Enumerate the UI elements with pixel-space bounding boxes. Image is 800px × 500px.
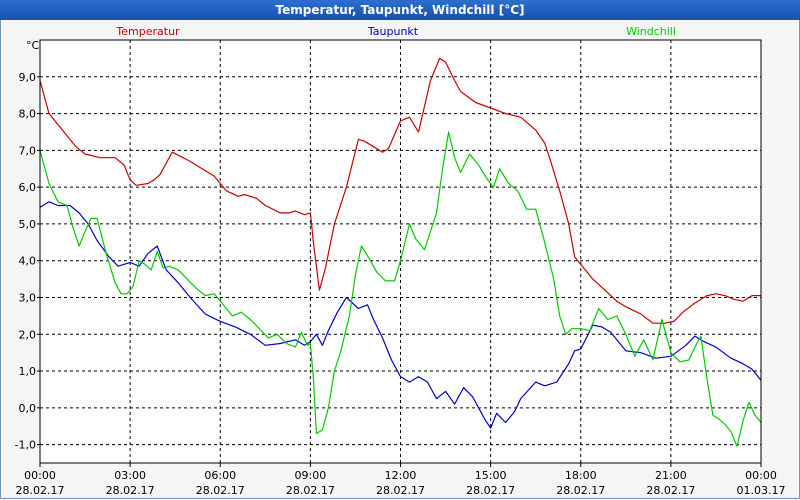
x-tick-date: 28.02.17 [646, 484, 695, 497]
series-line-taupunkt [39, 201, 762, 429]
x-tick-date: 28.02.17 [556, 484, 605, 497]
x-tick-time: 03:00 [114, 469, 146, 482]
legend: Temperatur Taupunkt Windchill [115, 25, 676, 38]
legend-entry-taupunkt: Taupunkt [367, 25, 419, 38]
x-tick-time: 00:00 [745, 469, 777, 482]
x-tick-time: 09:00 [295, 469, 327, 482]
x-axis-labels: 00:00 28.02.17 03:00 28.02.17 06:00 28.02.17 0… [16, 463, 786, 497]
y-axis-unit: °C [26, 39, 40, 52]
grid-lines [40, 40, 761, 463]
y-tick-label: 6,0 [19, 181, 37, 194]
y-tick-label: 1,0 [19, 365, 37, 378]
legend-entry-windchill: Windchill [626, 25, 676, 38]
x-tick-time: 21:00 [655, 469, 687, 482]
y-tick-label: -1,0 [15, 439, 36, 452]
x-tick-date: 28.02.17 [286, 484, 335, 497]
x-tick-time: 12:00 [385, 469, 417, 482]
series-line-windchill [39, 131, 762, 447]
y-tick-label: 2,0 [19, 328, 37, 341]
x-tick-date: 28.02.17 [466, 484, 515, 497]
legend-entry-temperatur: Temperatur [115, 25, 180, 38]
chart-title: Temperatur, Taupunkt, Windchill [°C] [0, 0, 800, 20]
y-tick-label: 7,0 [19, 144, 37, 157]
y-tick-label: 9,0 [19, 71, 37, 84]
x-tick-time: 18:00 [565, 469, 597, 482]
y-tick-label: 8,0 [19, 108, 37, 121]
y-tick-label: 0,0 [19, 402, 37, 415]
x-tick-date: 28.02.17 [106, 484, 155, 497]
x-tick-date: 01.03.17 [737, 484, 786, 497]
x-tick-time: 06:00 [204, 469, 236, 482]
x-tick-date: 28.02.17 [376, 484, 425, 497]
y-tick-label: 5,0 [19, 218, 37, 231]
y-axis-labels: -1,0 0,0 1,0 2,0 3,0 4,0 5,0 6,0 7,0 8,0 9,0 [15, 71, 40, 452]
y-tick-label: 3,0 [19, 291, 37, 304]
series-lines [39, 57, 762, 447]
x-tick-time: 15:00 [475, 469, 507, 482]
x-tick-date: 28.02.17 [16, 484, 65, 497]
x-tick-time: 00:00 [24, 469, 56, 482]
x-tick-date: 28.02.17 [196, 484, 245, 497]
series-line-temperatur [39, 57, 761, 324]
y-tick-label: 4,0 [19, 255, 37, 268]
